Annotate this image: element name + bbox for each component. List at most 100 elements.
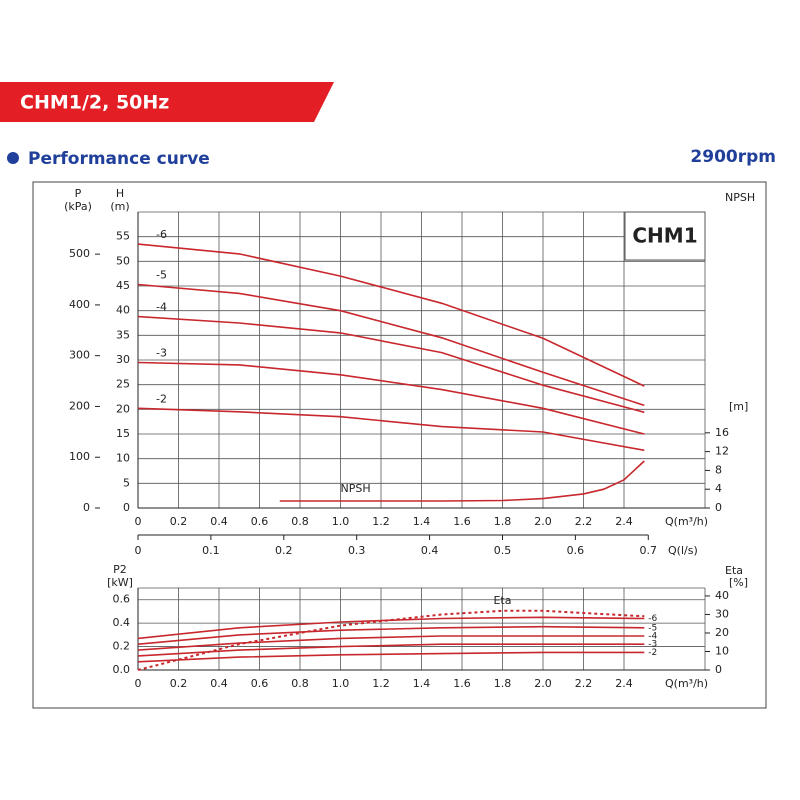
series-line (137, 625, 645, 645)
subtitle: Performance curve (28, 149, 210, 169)
x2-tick-label: 0.1 (202, 544, 220, 557)
y-tick-label: 5 (123, 476, 130, 489)
y2-tick-label: 40 (715, 589, 729, 602)
y2-tick-label: 10 (715, 644, 729, 657)
y2-tick-label: 400 (69, 298, 90, 311)
x2-tick-label: 0.6 (567, 544, 585, 557)
y-tick-label: 0.4 (113, 616, 131, 629)
x-tick-label: 2.2 (575, 677, 593, 690)
chart-label: CHM1 (632, 224, 697, 248)
y3-tick-label: 16 (715, 426, 729, 439)
x-tick-label: 0.6 (251, 515, 269, 528)
x-tick-label: 1.4 (413, 677, 431, 690)
y3-tick-label: 12 (715, 445, 729, 458)
x-tick-label: 0.2 (170, 515, 188, 528)
series-line (279, 460, 645, 502)
y-axis-label: H (116, 187, 124, 200)
series-label: -4 (648, 632, 657, 642)
y-tick-label: 55 (116, 230, 130, 243)
series-label: -6 (648, 614, 657, 624)
y2-tick-label: 0 (715, 663, 722, 676)
x2-tick-label: 0 (135, 544, 142, 557)
series-line (137, 283, 645, 407)
series-label: -3 (648, 640, 657, 650)
x-tick-label: 2.2 (575, 515, 593, 528)
y-tick-label: 40 (116, 304, 130, 317)
x-tick-label: 1.2 (372, 515, 390, 528)
series-line (137, 643, 645, 657)
x-tick-label: 1.2 (372, 677, 390, 690)
x-tick-label: 1.6 (453, 515, 471, 528)
y2-axis-unit: (kPa) (64, 200, 92, 213)
x-tick-label: 2.0 (534, 515, 552, 528)
y2-tick-label: 200 (69, 399, 90, 412)
y3-axis-unit: [m] (729, 400, 748, 413)
x-tick-label: 0.8 (291, 515, 309, 528)
y3-tick-label: 4 (715, 482, 722, 495)
y-tick-label: 10 (116, 452, 130, 465)
series-label: -3 (156, 346, 167, 359)
y2-tick-label: 100 (69, 450, 90, 463)
series-label: -5 (156, 269, 167, 282)
title: CHM1/2, 50Hz (20, 92, 169, 114)
y-tick-label: 30 (116, 353, 130, 366)
series-line (137, 407, 645, 452)
y-tick-label: 50 (116, 254, 130, 267)
series-line (137, 635, 645, 651)
y2-tick-label: 30 (715, 607, 729, 620)
y3-axis-label: NPSH (725, 191, 755, 204)
y-tick-label: 15 (116, 427, 130, 440)
series-label: NPSH (341, 482, 371, 495)
x-tick-label: 0.6 (251, 677, 269, 690)
x-tick-label: 2.0 (534, 677, 552, 690)
series-line (137, 315, 645, 414)
x-tick-label: 2.4 (615, 677, 633, 690)
series-line (137, 361, 645, 435)
x2-tick-label: 0.2 (275, 544, 293, 557)
y2-tick-label: 300 (69, 349, 90, 362)
x-tick-label: 0.4 (210, 677, 228, 690)
x-tick-label: 0 (135, 677, 142, 690)
x-tick-label: 1.8 (494, 677, 512, 690)
series-label: -5 (648, 623, 657, 633)
x2-axis-label: Q(l/s) (668, 544, 698, 557)
series-label: -4 (156, 301, 167, 314)
chart-frame (32, 181, 767, 709)
y2-tick-label: 0 (83, 501, 90, 514)
x2-tick-label: 0.3 (348, 544, 366, 557)
x-tick-label: 1.0 (332, 515, 350, 528)
y3-tick-label: 0 (715, 501, 722, 514)
y-tick-label: 0 (123, 501, 130, 514)
y-axis-unit: (m) (110, 200, 129, 213)
y-tick-label: 0.0 (113, 663, 131, 676)
x-tick-label: 0 (135, 515, 142, 528)
x2-tick-label: 0.4 (421, 544, 439, 557)
y2-tick-label: 500 (69, 247, 90, 260)
x-tick-label: 1.6 (453, 677, 471, 690)
series-line (137, 609, 645, 671)
speed: 2900rpm (690, 147, 776, 167)
y-tick-label: 0.2 (113, 640, 131, 653)
y-axis-label: P2 (113, 563, 127, 576)
series-line (137, 243, 645, 387)
y2-axis-label: P (75, 187, 82, 200)
series-label: -6 (156, 228, 167, 241)
title-banner (0, 82, 334, 122)
x-tick-label: 0.4 (210, 515, 228, 528)
y-tick-label: 45 (116, 279, 130, 292)
x-tick-label: 0.2 (170, 677, 188, 690)
series-label: -2 (156, 392, 167, 405)
series-line (137, 651, 645, 663)
x-tick-label: 2.4 (615, 515, 633, 528)
x-axis-label: Q(m³/h) (665, 677, 708, 690)
y-tick-label: 25 (116, 378, 130, 391)
x2-tick-label: 0.7 (640, 544, 658, 557)
y2-tick-label: 20 (715, 626, 729, 639)
x-axis-label: Q(m³/h) (665, 515, 708, 528)
y2-axis-unit: [%] (729, 576, 748, 589)
y-axis-unit: [kW] (107, 576, 133, 589)
series-label: Eta (493, 594, 511, 607)
x2-tick-label: 0.5 (494, 544, 512, 557)
